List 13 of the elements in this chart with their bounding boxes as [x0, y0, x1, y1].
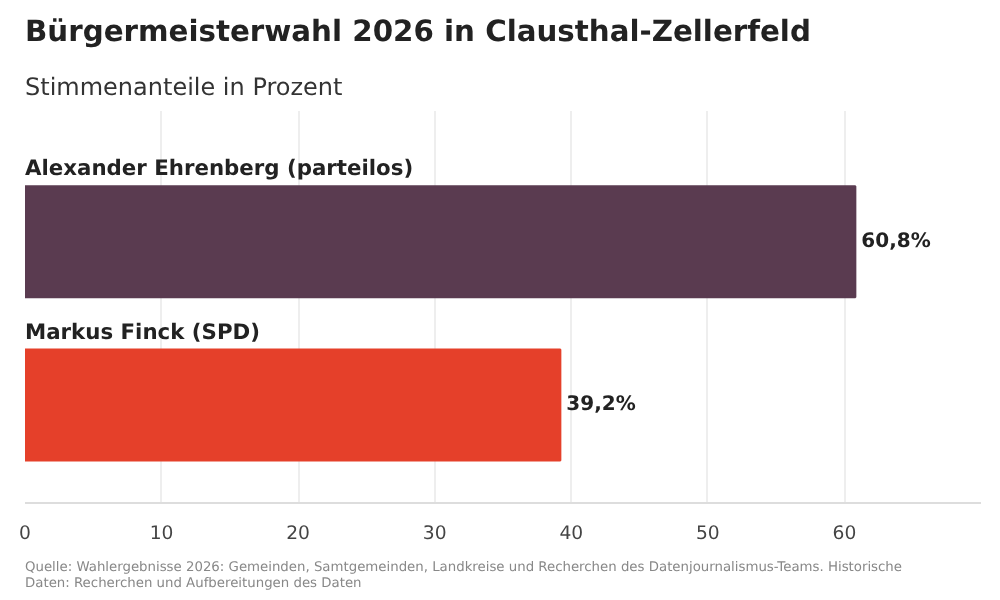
x-tick-label: 10: [149, 523, 174, 545]
x-tick-label: 50: [695, 523, 720, 545]
data-label: 60,8%: [861, 230, 931, 253]
x-tick-label: 30: [422, 523, 447, 545]
data-label: 39,2%: [566, 394, 636, 416]
x-tick-label: 20: [286, 523, 311, 545]
y-tick-label: Markus Finck (SPD): [25, 318, 260, 345]
x-tick-label: 60: [832, 523, 857, 545]
x-tick-label: 40: [559, 523, 584, 545]
x-tick-label: 0: [19, 523, 32, 545]
chart-subtitle: Stimmenanteile in Prozent: [25, 73, 344, 101]
y-tick-label: Alexander Ehrenberg (parteilos): [25, 155, 414, 182]
chart-title: Bürgermeisterwahl 2026 in Clausthal-Zellerfeld: [25, 15, 811, 49]
